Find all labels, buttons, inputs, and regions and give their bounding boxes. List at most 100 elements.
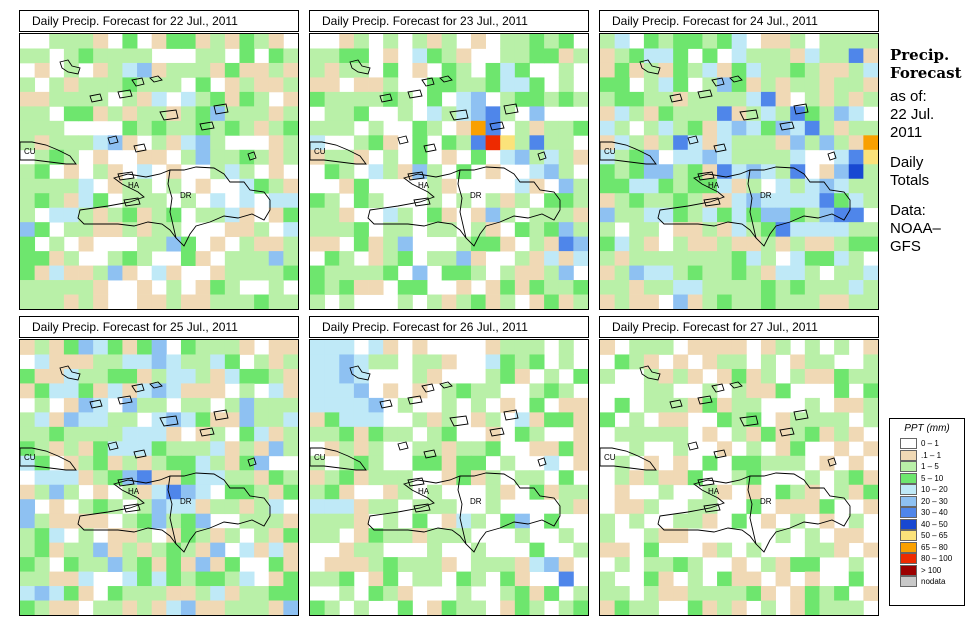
precip-cell <box>239 470 255 486</box>
precip-cell <box>658 586 674 601</box>
precip-cell <box>848 135 864 151</box>
precip-cell <box>544 222 560 238</box>
precip-cell <box>20 120 36 136</box>
precip-cell <box>514 412 530 428</box>
precip-cell <box>78 412 94 428</box>
precip-cell <box>310 600 326 615</box>
precip-cell <box>268 135 284 151</box>
precip-cell <box>339 513 355 529</box>
precip-cell <box>529 91 545 107</box>
precip-cell <box>514 571 530 587</box>
precip-cell <box>107 207 123 223</box>
precip-cell <box>195 426 211 442</box>
coastline-path <box>117 395 133 405</box>
precip-cell <box>717 586 733 601</box>
precip-cell <box>731 455 747 471</box>
precip-cell <box>731 120 747 136</box>
precip-cell <box>760 586 776 601</box>
precip-cell <box>268 106 284 122</box>
precip-cell <box>470 120 486 136</box>
precip-cell <box>210 542 226 558</box>
precip-cell <box>456 164 472 180</box>
precip-cell <box>63 397 79 413</box>
precip-cell <box>368 164 384 180</box>
coastline-path <box>489 121 505 131</box>
precip-cell <box>268 178 284 194</box>
precip-cell <box>195 294 211 309</box>
precip-cell <box>210 600 226 615</box>
precip-cell <box>544 441 560 457</box>
precip-cell <box>717 34 733 49</box>
precip-cell <box>702 426 718 442</box>
precip-cell <box>804 207 820 223</box>
precip-cell <box>573 91 588 107</box>
precip-cell <box>717 412 733 428</box>
coastline-path <box>423 449 437 459</box>
precip-cell <box>529 586 545 601</box>
precip-cell <box>544 149 560 165</box>
precip-cell <box>78 470 94 486</box>
precip-cell <box>514 470 530 486</box>
precip-cell <box>34 91 50 107</box>
precip-cell <box>210 135 226 151</box>
precip-cell <box>529 280 545 295</box>
precip-cell <box>78 557 94 572</box>
coastline-path <box>600 447 657 471</box>
precip-cell <box>573 120 588 136</box>
precip-cell <box>383 484 399 500</box>
precip-cell <box>122 120 138 136</box>
precip-cell <box>427 222 443 238</box>
precip-cell <box>310 412 326 428</box>
precip-cell <box>137 484 153 500</box>
precip-cell <box>412 120 428 136</box>
precip-cell <box>122 251 138 266</box>
precip-cell <box>600 600 616 615</box>
precip-cell <box>151 135 167 151</box>
precip-cell <box>122 542 138 558</box>
precip-cell <box>717 178 733 194</box>
precip-cell <box>658 484 674 500</box>
precip-cell <box>441 178 457 194</box>
precip-cell <box>658 77 674 93</box>
precip-cell <box>600 149 616 165</box>
precip-cell <box>558 441 574 457</box>
coastline-path <box>449 415 469 427</box>
precip-cell <box>529 354 545 370</box>
precip-cell <box>49 149 65 165</box>
precip-cell <box>673 149 689 165</box>
precip-cell <box>34 265 50 281</box>
precip-cell <box>775 135 791 151</box>
precip-cell <box>558 193 574 209</box>
precip-cell <box>49 280 65 295</box>
precip-cell <box>485 193 501 209</box>
precip-cell <box>848 193 864 209</box>
precip-cell <box>441 222 457 238</box>
precip-cell <box>760 368 776 384</box>
precip-cell <box>180 383 196 399</box>
precip-cell <box>614 280 630 295</box>
precip-cell <box>544 383 560 399</box>
forecast-date-line1: 22 Jul. <box>890 106 935 123</box>
precip-cell <box>368 280 384 295</box>
precip-cell <box>310 207 326 223</box>
precip-cell <box>324 236 340 252</box>
precip-cell <box>151 426 167 442</box>
precip-cell <box>848 236 864 252</box>
precip-cell <box>470 135 486 151</box>
precip-cell <box>137 340 153 355</box>
precip-cell <box>254 222 270 238</box>
precip-cell <box>819 135 835 151</box>
precip-cell <box>746 294 762 309</box>
precip-cell <box>544 586 560 601</box>
precip-cell <box>151 557 167 572</box>
precip-cell <box>731 397 747 413</box>
precip-grid <box>310 340 588 615</box>
precip-cell <box>485 426 501 442</box>
precip-cell <box>790 499 806 515</box>
precip-cell <box>383 354 399 370</box>
precip-cell <box>600 280 616 295</box>
precip-cell <box>283 236 298 252</box>
precip-cell <box>107 383 123 399</box>
coastline-path <box>247 151 257 161</box>
precip-cell <box>702 499 718 515</box>
